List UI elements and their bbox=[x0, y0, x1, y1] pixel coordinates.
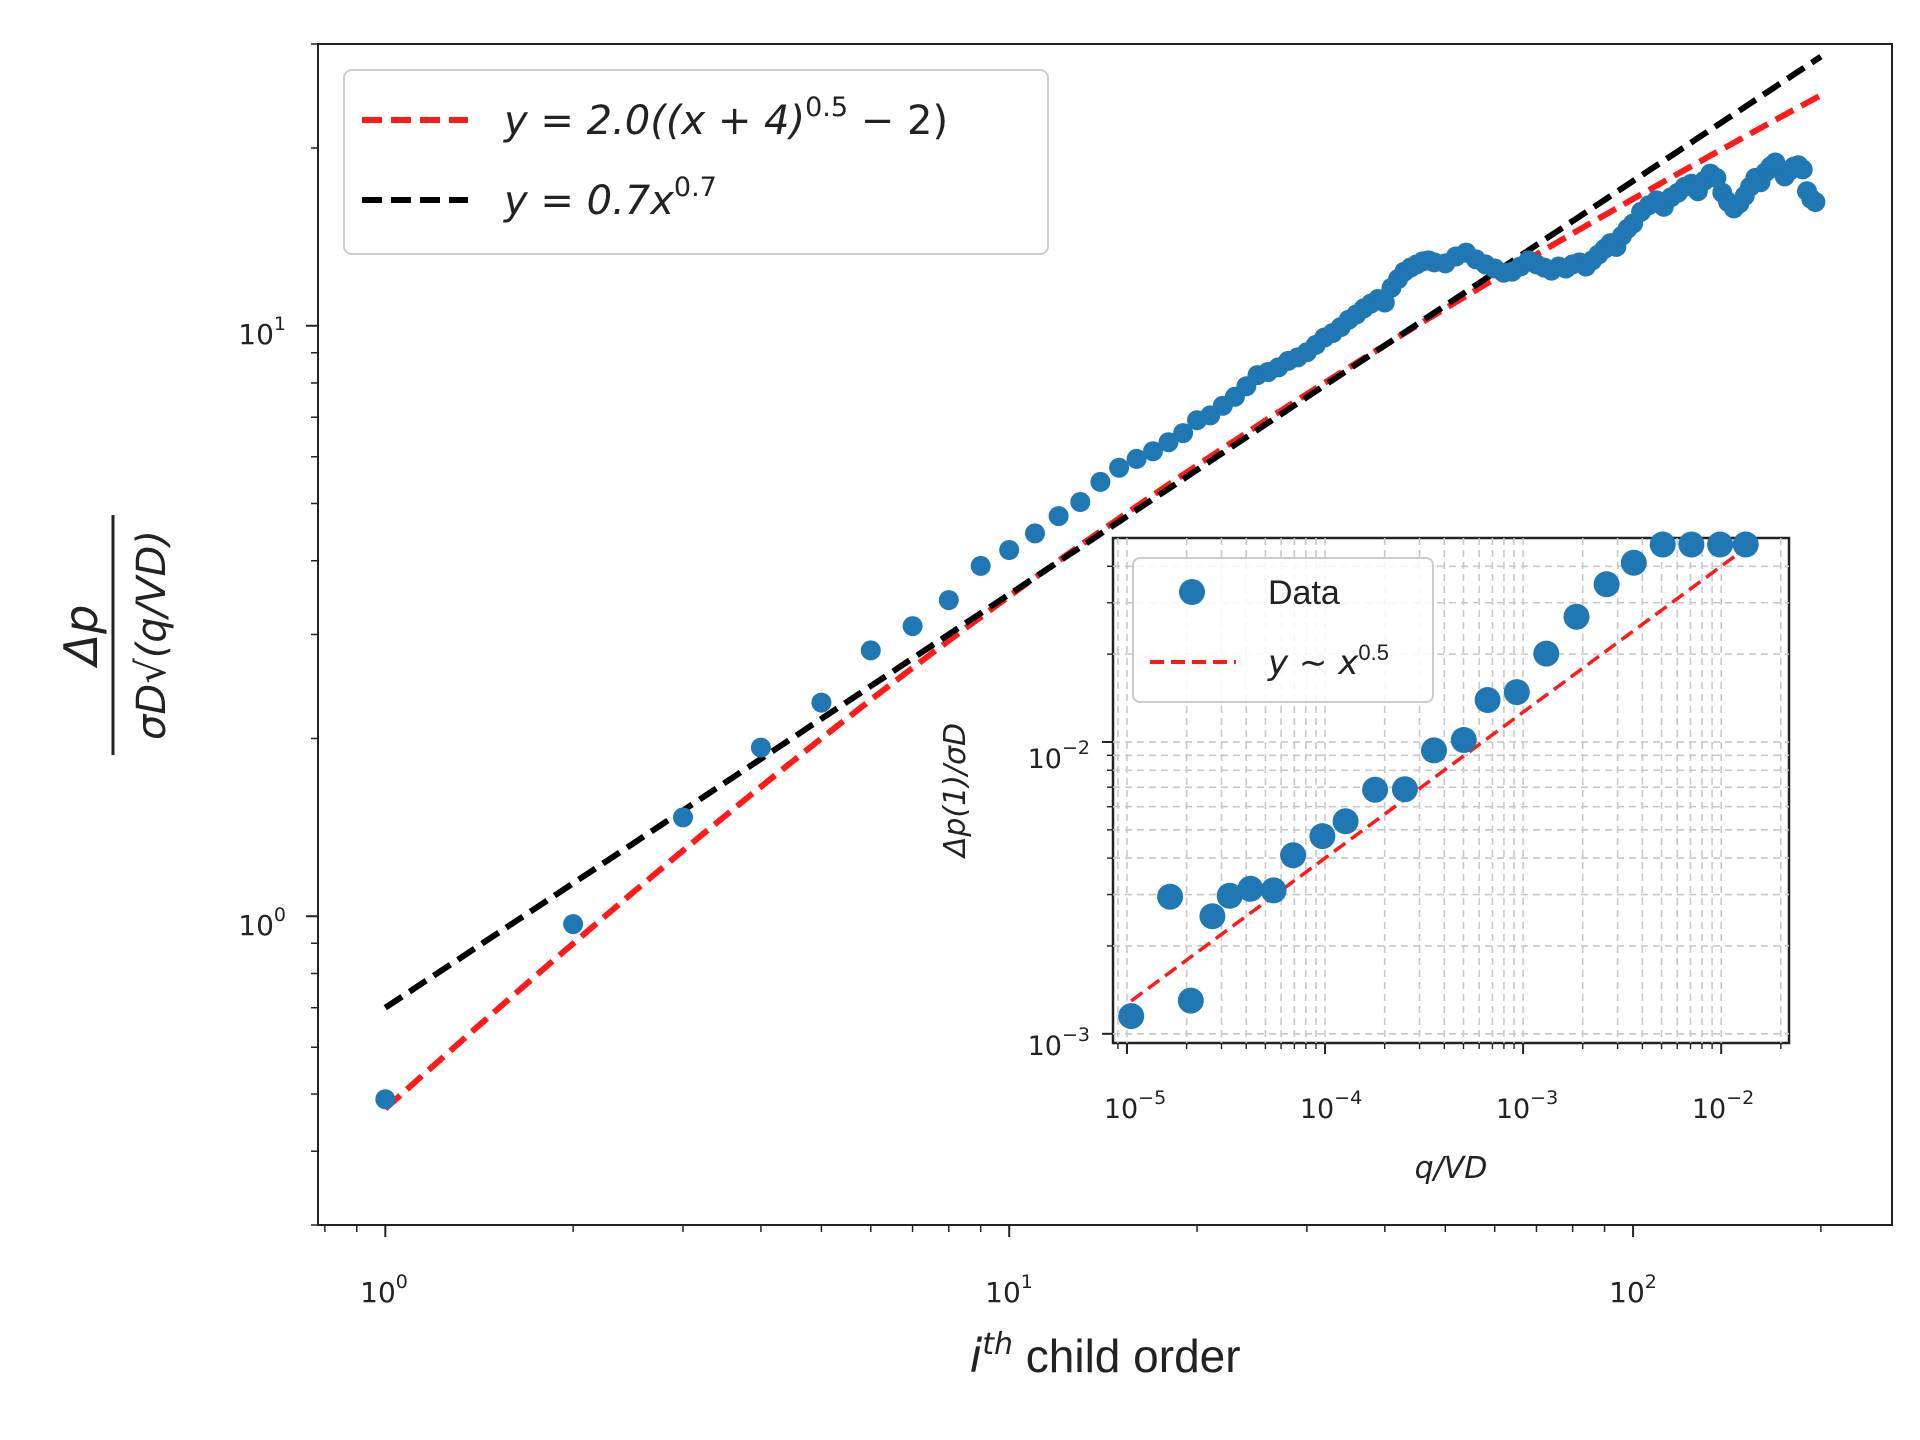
data-point bbox=[1143, 441, 1163, 462]
black-power-fit-line bbox=[383, 54, 1823, 1011]
inset-legend-label-fit: y ∼ x0.5 bbox=[1267, 640, 1389, 683]
inset-data-point bbox=[1157, 883, 1184, 910]
inset-data-point bbox=[1649, 531, 1676, 558]
data-point bbox=[1048, 506, 1069, 527]
inset-data-point bbox=[1216, 882, 1243, 909]
data-point bbox=[1126, 448, 1147, 469]
main-data-points bbox=[375, 152, 1826, 1110]
inset-data-point bbox=[1118, 1003, 1145, 1030]
inset-data-point bbox=[1707, 531, 1734, 558]
inset-x-tick-label-1e-3: 10−3 bbox=[1496, 1087, 1558, 1125]
data-point bbox=[1805, 192, 1826, 212]
legend-label-red-fit: y = 2.0((x + 4)0.5 − 2) bbox=[503, 92, 948, 144]
data-point bbox=[1792, 159, 1813, 180]
inset-data-point bbox=[1503, 679, 1530, 706]
inset-data-point bbox=[1593, 571, 1620, 598]
inset-data-point bbox=[1362, 776, 1389, 803]
inset-x-tick-label-1e-2: 10−2 bbox=[1692, 1087, 1754, 1125]
main-legend-box bbox=[343, 69, 1049, 255]
inset-plot: 10−5 10−4 10−3 10−2 10−3 10−2 q/VD Δp(1)… bbox=[938, 531, 1791, 1186]
inset-data-point bbox=[1620, 549, 1647, 576]
inset-y-axis-title: Δp(1)/σD bbox=[938, 723, 973, 859]
inset-x-tick-label-1e-4: 10−4 bbox=[1300, 1087, 1362, 1125]
inset-data-point bbox=[1237, 875, 1264, 902]
data-point bbox=[563, 914, 584, 935]
inset-data-point bbox=[1533, 640, 1560, 667]
data-point bbox=[750, 737, 771, 758]
inset-data-point bbox=[1732, 531, 1759, 558]
data-point bbox=[1158, 432, 1179, 453]
inset-x-tick-label-1e-5: 10−5 bbox=[1104, 1087, 1166, 1125]
inset-data-point bbox=[1177, 987, 1204, 1014]
inset-data-point bbox=[1280, 842, 1307, 869]
data-point bbox=[970, 555, 991, 576]
inset-legend-label-data: Data bbox=[1268, 574, 1340, 612]
inset-data-point bbox=[1332, 808, 1359, 835]
data-point bbox=[673, 807, 693, 828]
inset-legend-marker-data bbox=[1179, 579, 1205, 605]
x-tick-label-100: 102 bbox=[1609, 1271, 1657, 1309]
data-point bbox=[1070, 492, 1091, 512]
y-tick-label-1: 100 bbox=[238, 904, 286, 942]
x-axis-title: ith child order bbox=[969, 1327, 1240, 1383]
y-axis-title-numerator: Δp bbox=[54, 605, 108, 669]
main-minor-ticks bbox=[311, 43, 1822, 1232]
inset-x-axis-title: q/VD bbox=[1415, 1151, 1488, 1186]
main-major-ticks bbox=[306, 324, 1635, 1237]
data-point bbox=[811, 692, 832, 713]
inset-sqrt-fit-line bbox=[1130, 546, 1747, 1003]
data-point bbox=[999, 540, 1020, 560]
inset-y-tick-label-1e-3: 10−3 bbox=[1028, 1024, 1090, 1062]
inset-legend: Data y ∼ x0.5 bbox=[1132, 557, 1434, 703]
inset-ticks bbox=[1102, 565, 1782, 1054]
data-point bbox=[938, 590, 959, 611]
inset-data-point bbox=[1678, 531, 1705, 558]
inset-legend-box bbox=[1132, 557, 1434, 703]
x-tick-label-10: 101 bbox=[985, 1271, 1033, 1309]
inset-fit-line bbox=[1130, 546, 1747, 1003]
data-point bbox=[1109, 457, 1130, 478]
y-axis-title-denominator: σD√(q/VD) bbox=[129, 530, 175, 740]
inset-data-point bbox=[1474, 687, 1501, 713]
inset-y-tick-label-1e-2: 10−2 bbox=[1028, 737, 1090, 775]
data-point bbox=[1025, 523, 1045, 544]
inset-data-point bbox=[1421, 737, 1447, 764]
inset-data-point bbox=[1199, 903, 1226, 930]
y-tick-label-10: 101 bbox=[238, 313, 286, 351]
red-sqrt-fit-line bbox=[383, 92, 1823, 1111]
main-fit-lines bbox=[383, 54, 1823, 1111]
data-point bbox=[902, 616, 923, 637]
inset-data-point bbox=[1450, 727, 1477, 753]
inset-data-point bbox=[1309, 823, 1336, 850]
data-point bbox=[1090, 471, 1111, 492]
data-point bbox=[375, 1089, 396, 1110]
inset-data-points bbox=[1118, 531, 1759, 1030]
inset-data-point bbox=[1563, 603, 1590, 630]
data-point bbox=[1173, 423, 1194, 444]
inset-data-point bbox=[1260, 877, 1287, 904]
y-axis-title: Δp σD√(q/VD) bbox=[54, 515, 175, 755]
legend-label-black-fit: y = 0.7x0.7 bbox=[503, 172, 717, 224]
main-legend: y = 2.0((x + 4)0.5 − 2) y = 0.7x0.7 bbox=[343, 69, 1049, 255]
x-tick-label-1: 100 bbox=[360, 1271, 408, 1309]
inset-data-point bbox=[1391, 776, 1418, 803]
data-point bbox=[860, 640, 881, 661]
